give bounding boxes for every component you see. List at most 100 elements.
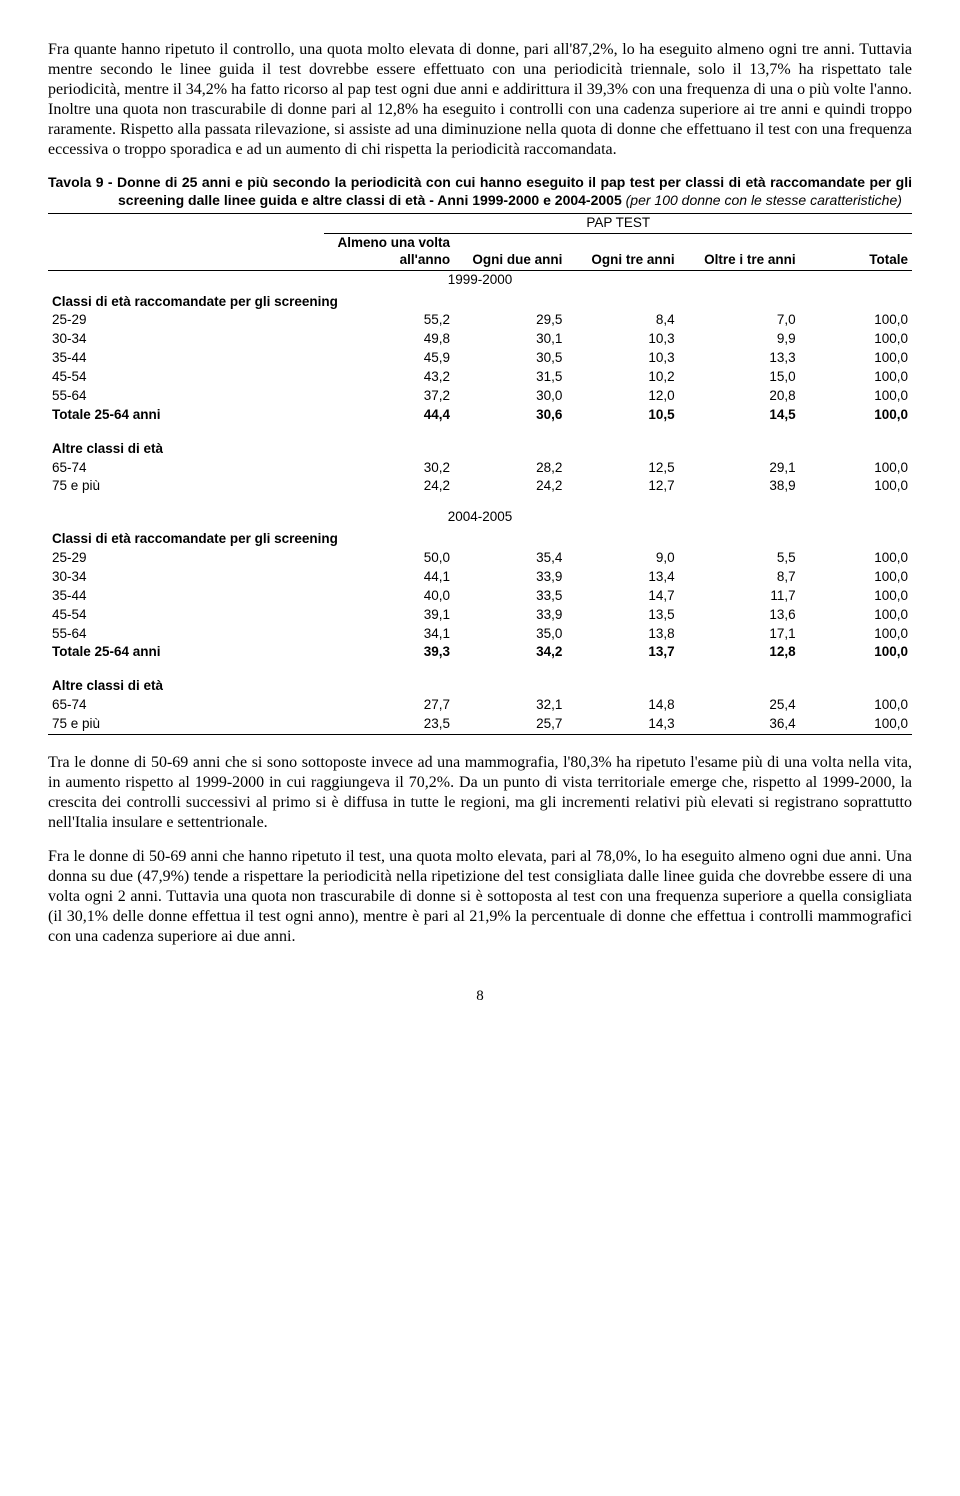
blank-header xyxy=(48,214,324,234)
cell-value: 10,3 xyxy=(566,349,678,368)
cell-value: 9,9 xyxy=(679,330,800,349)
cell-value: 43,2 xyxy=(324,368,454,387)
cell-value: 100,0 xyxy=(800,606,912,625)
cell-value: 8,4 xyxy=(566,311,678,330)
cell-value: 39,3 xyxy=(324,643,454,662)
cell-value: 100,0 xyxy=(800,330,912,349)
cell-value: 10,5 xyxy=(566,406,678,425)
table-9: PAP TEST Almeno una volta all'anno Ogni … xyxy=(48,213,912,735)
cell-value: 5,5 xyxy=(679,549,800,568)
cell-value: 13,4 xyxy=(566,568,678,587)
row-label: 30-34 xyxy=(48,330,324,349)
cell-value: 35,4 xyxy=(454,549,566,568)
cell-value: 55,2 xyxy=(324,311,454,330)
cell-value: 20,8 xyxy=(679,387,800,406)
cell-value: 12,5 xyxy=(566,459,678,478)
cell-value: 12,0 xyxy=(566,387,678,406)
cell-value: 13,6 xyxy=(679,606,800,625)
col-oltre-tre: Oltre i tre anni xyxy=(679,233,800,270)
cell-value: 30,0 xyxy=(454,387,566,406)
cell-value: 100,0 xyxy=(800,349,912,368)
cell-value: 34,2 xyxy=(454,643,566,662)
row-label: 65-74 xyxy=(48,459,324,478)
cell-value: 23,5 xyxy=(324,715,454,734)
row-label: 55-64 xyxy=(48,625,324,644)
cell-value: 39,1 xyxy=(324,606,454,625)
cell-value: 24,2 xyxy=(324,477,454,496)
row-label: 65-74 xyxy=(48,696,324,715)
cell-value: 29,1 xyxy=(679,459,800,478)
row-label: 75 e più xyxy=(48,715,324,734)
cell-value: 14,5 xyxy=(679,406,800,425)
cell-value: 14,3 xyxy=(566,715,678,734)
cell-value: 14,7 xyxy=(566,587,678,606)
group-header-pap-test: PAP TEST xyxy=(324,214,912,234)
cell-value: 33,9 xyxy=(454,568,566,587)
section-label: Classi di età raccomandate per gli scree… xyxy=(48,527,912,549)
cell-value: 44,1 xyxy=(324,568,454,587)
row-label: 35-44 xyxy=(48,349,324,368)
cell-value: 44,4 xyxy=(324,406,454,425)
cell-value: 30,1 xyxy=(454,330,566,349)
cell-value: 10,2 xyxy=(566,368,678,387)
section-label: Altre classi di età xyxy=(48,674,912,696)
cell-value: 30,2 xyxy=(324,459,454,478)
col-ogni-due: Ogni due anni xyxy=(454,233,566,270)
cell-value: 100,0 xyxy=(800,477,912,496)
cell-value: 13,7 xyxy=(566,643,678,662)
cell-value: 15,0 xyxy=(679,368,800,387)
caption-italic: (per 100 donne con le stesse caratterist… xyxy=(626,192,902,208)
cell-value: 36,4 xyxy=(679,715,800,734)
row-label: 75 e più xyxy=(48,477,324,496)
cell-value: 50,0 xyxy=(324,549,454,568)
row-label: 25-29 xyxy=(48,311,324,330)
cell-value: 100,0 xyxy=(800,406,912,425)
row-label: 30-34 xyxy=(48,568,324,587)
cell-value: 9,0 xyxy=(566,549,678,568)
table-9-caption: Tavola 9 - Donne di 25 anni e più second… xyxy=(48,174,912,209)
col-totale: Totale xyxy=(800,233,912,270)
row-label: 55-64 xyxy=(48,387,324,406)
cell-value: 38,9 xyxy=(679,477,800,496)
cell-value: 13,8 xyxy=(566,625,678,644)
row-label: 45-54 xyxy=(48,368,324,387)
cell-value: 7,0 xyxy=(679,311,800,330)
cell-value: 100,0 xyxy=(800,643,912,662)
cell-value: 28,2 xyxy=(454,459,566,478)
closing-paragraph-2: Fra le donne di 50-69 anni che hanno rip… xyxy=(48,847,912,947)
section-label: Altre classi di età xyxy=(48,437,912,459)
cell-value: 45,9 xyxy=(324,349,454,368)
cell-value: 12,7 xyxy=(566,477,678,496)
cell-value: 100,0 xyxy=(800,311,912,330)
cell-value: 11,7 xyxy=(679,587,800,606)
cell-value: 100,0 xyxy=(800,368,912,387)
blank-header-2 xyxy=(48,233,324,270)
cell-value: 100,0 xyxy=(800,549,912,568)
cell-value: 24,2 xyxy=(454,477,566,496)
cell-value: 100,0 xyxy=(800,459,912,478)
cell-value: 100,0 xyxy=(800,387,912,406)
cell-value: 30,5 xyxy=(454,349,566,368)
year-header: 1999-2000 xyxy=(48,270,912,289)
cell-value: 14,8 xyxy=(566,696,678,715)
year-header: 2004-2005 xyxy=(48,508,912,527)
row-label: Totale 25-64 anni xyxy=(48,643,324,662)
cell-value: 17,1 xyxy=(679,625,800,644)
cell-value: 34,1 xyxy=(324,625,454,644)
cell-value: 35,0 xyxy=(454,625,566,644)
cell-value: 10,3 xyxy=(566,330,678,349)
cell-value: 12,8 xyxy=(679,643,800,662)
row-label: 45-54 xyxy=(48,606,324,625)
cell-value: 100,0 xyxy=(800,625,912,644)
row-label: Totale 25-64 anni xyxy=(48,406,324,425)
page-number: 8 xyxy=(48,987,912,1006)
cell-value: 13,5 xyxy=(566,606,678,625)
closing-paragraph-1: Tra le donne di 50-69 anni che si sono s… xyxy=(48,753,912,833)
cell-value: 29,5 xyxy=(454,311,566,330)
section-label: Classi di età raccomandate per gli scree… xyxy=(48,290,912,312)
cell-value: 33,9 xyxy=(454,606,566,625)
cell-value: 13,3 xyxy=(679,349,800,368)
cell-value: 100,0 xyxy=(800,587,912,606)
cell-value: 30,6 xyxy=(454,406,566,425)
cell-value: 32,1 xyxy=(454,696,566,715)
